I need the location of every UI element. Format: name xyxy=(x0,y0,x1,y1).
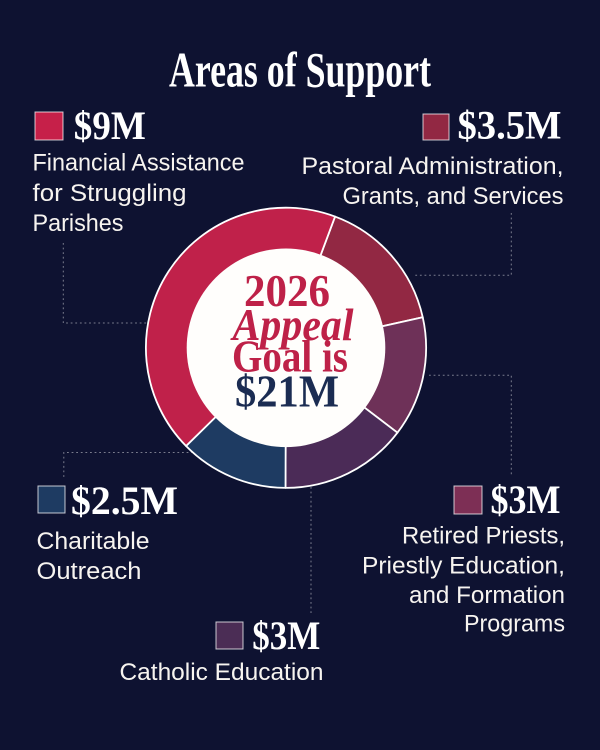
svg-text:Grants, and Services: Grants, and Services xyxy=(343,183,564,210)
svg-text:$3M: $3M xyxy=(252,613,320,658)
svg-text:2026: 2026 xyxy=(244,265,330,316)
svg-text:Retired Priests,: Retired Priests, xyxy=(402,523,565,550)
svg-text:for Struggling: for Struggling xyxy=(33,180,187,207)
svg-text:Priestly Education,: Priestly Education, xyxy=(362,553,565,580)
svg-text:Financial Assistance: Financial Assistance xyxy=(33,150,245,177)
svg-text:$3M: $3M xyxy=(491,477,561,522)
svg-text:$3.5M: $3.5M xyxy=(458,103,562,148)
svg-text:Charitable: Charitable xyxy=(37,528,150,555)
svg-text:and Formation: and Formation xyxy=(409,582,565,609)
svg-text:Programs: Programs xyxy=(464,611,565,638)
svg-text:Catholic Education: Catholic Education xyxy=(120,659,324,686)
svg-text:$21M: $21M xyxy=(235,366,339,417)
svg-text:Outreach: Outreach xyxy=(37,558,142,585)
svg-text:Goal is: Goal is xyxy=(232,331,348,382)
svg-text:Appeal: Appeal xyxy=(230,299,354,350)
svg-text:Pastoral Administration,: Pastoral Administration, xyxy=(302,153,564,180)
svg-text:Areas of Support: Areas of Support xyxy=(169,42,431,98)
svg-text:$2.5M: $2.5M xyxy=(71,478,178,523)
svg-text:$9M: $9M xyxy=(74,103,146,148)
svg-text:Parishes: Parishes xyxy=(33,210,124,237)
